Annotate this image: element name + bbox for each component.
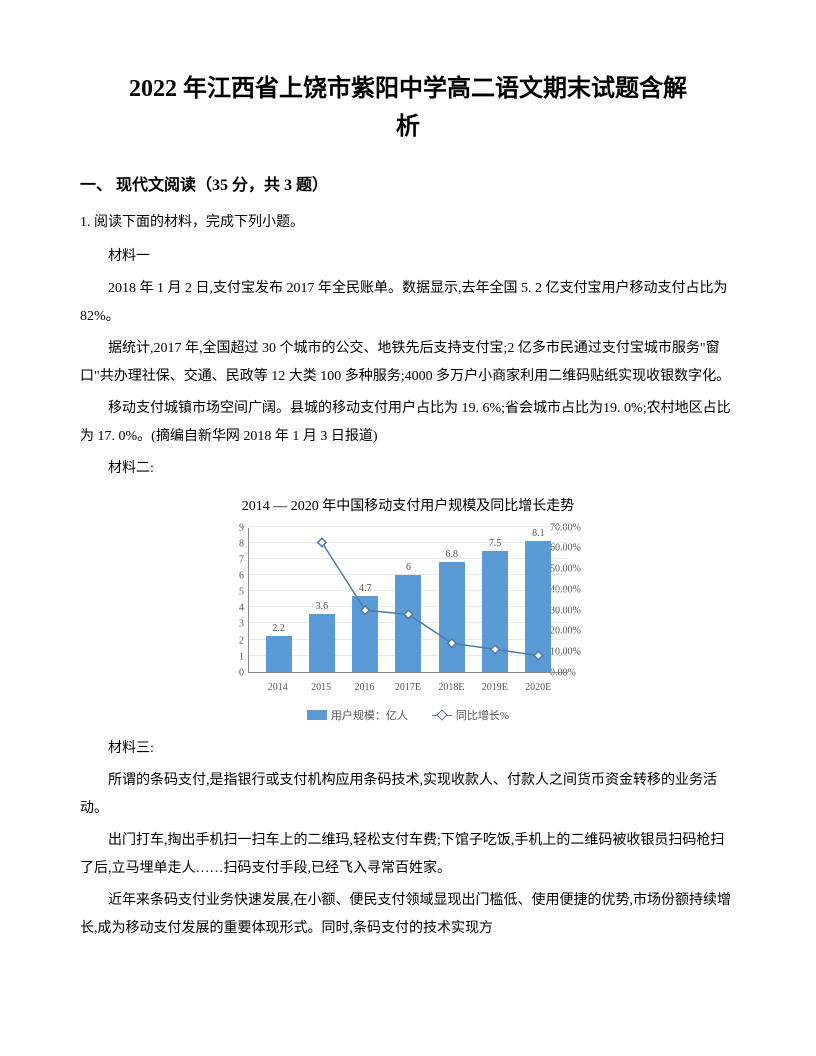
chart-plot-area: 2.2 3.6 4.7 6 6.8 7.5 8.1	[248, 528, 568, 673]
bar-column: 3.6	[307, 601, 337, 672]
material-2-label: 材料二:	[80, 455, 736, 483]
question-1-intro: 1. 阅读下面的材料，完成下列小题。	[80, 211, 736, 231]
material-1-para-2: 据统计,2017 年,全国超过 30 个城市的公交、地铁先后支持支付宝;2 亿多…	[80, 335, 736, 391]
chart-legend: 用户规模：亿人 同比增长%	[218, 707, 598, 723]
legend-bar-swatch	[307, 710, 327, 720]
bar-value-label: 3.6	[316, 601, 329, 612]
chart-container: 0123456789 0.00%10.00%20.00%30.00%40.00%…	[80, 523, 736, 723]
bars-group: 2.2 3.6 4.7 6 6.8 7.5 8.1	[249, 528, 568, 672]
material-1-para-3: 移动支付城镇市场空间广阔。县城的移动支付用户占比为 19. 6%;省会城市占比为…	[80, 395, 736, 451]
bar-value-label: 7.5	[489, 538, 502, 549]
bar	[266, 636, 292, 671]
bar-column: 4.7	[350, 583, 380, 672]
material-1-para-1: 2018 年 1 月 2 日,支付宝发布 2017 年全民账单。数据显示,去年全…	[80, 275, 736, 331]
bar-value-label: 6	[406, 562, 411, 573]
bar	[482, 551, 508, 672]
material-1-label: 材料一	[80, 243, 736, 271]
mobile-payment-chart: 0123456789 0.00%10.00%20.00%30.00%40.00%…	[218, 523, 598, 723]
bar	[309, 614, 335, 672]
bar-column: 7.5	[480, 538, 510, 672]
bar	[352, 596, 378, 672]
legend-line-swatch	[432, 710, 452, 720]
chart-title: 2014 — 2020 年中国移动支付用户规模及同比增长走势	[80, 495, 736, 515]
bar-column: 6.8	[437, 549, 467, 672]
legend-line-item: 同比增长%	[432, 707, 509, 723]
material-3-para-2: 出门打车,掏出手机扫一扫车上的二维玛,轻松支付车费;下馆子吃饭,手机上的二维码被…	[80, 827, 736, 883]
bar-value-label: 4.7	[359, 583, 372, 594]
x-tick-label: 2014	[263, 682, 293, 693]
legend-line-label: 同比增长%	[456, 707, 509, 723]
x-tick-label: 2016	[350, 682, 380, 693]
x-tick-label: 2020E	[523, 682, 553, 693]
x-axis-labels: 2014 2015 2016 2017E 2018E 2019E 2020E	[248, 682, 568, 693]
bar-value-label: 6.8	[446, 549, 459, 560]
material-3-label: 材料三:	[80, 735, 736, 763]
bar-column: 8.1	[523, 528, 553, 672]
x-tick-label: 2015	[306, 682, 336, 693]
material-3-para-1: 所谓的条码支付,是指银行或支付机构应用条码技术,实现收款人、付款人之间货币资金转…	[80, 767, 736, 823]
bar	[525, 541, 551, 672]
y-axis-left: 0123456789	[218, 523, 246, 673]
x-tick-label: 2018E	[436, 682, 466, 693]
bar	[395, 575, 421, 672]
bar-column: 6	[393, 562, 423, 672]
section-1-header: 一、 现代文阅读（35 分，共 3 题）	[80, 171, 736, 195]
bar-value-label: 2.2	[272, 623, 285, 634]
x-tick-label: 2019E	[480, 682, 510, 693]
legend-bar-label: 用户规模：亿人	[331, 707, 408, 723]
bar-column: 2.2	[264, 623, 294, 671]
title-line-2: 析	[396, 114, 420, 140]
material-3-para-3: 近年来条码支付业务快速发展,在小额、便民支付领域显现出门槛低、使用便捷的优势,市…	[80, 887, 736, 943]
bar-value-label: 8.1	[532, 528, 545, 539]
x-tick-label: 2017E	[393, 682, 423, 693]
bar	[439, 562, 465, 672]
title-line-1: 2022 年江西省上饶市紫阳中学高二语文期末试题含解	[129, 76, 687, 102]
page-title: 2022 年江西省上饶市紫阳中学高二语文期末试题含解 析	[80, 70, 736, 147]
legend-bar-item: 用户规模：亿人	[307, 707, 408, 723]
